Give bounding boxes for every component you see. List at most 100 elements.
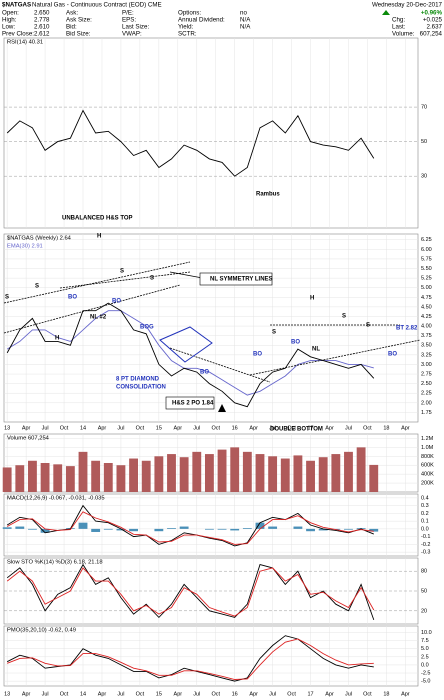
x-tick-label: 18 bbox=[383, 691, 389, 697]
y-tick-label: 200K bbox=[421, 481, 434, 487]
x-tick-label: 13 bbox=[4, 425, 10, 431]
y-tick-label: 1.0M bbox=[421, 445, 434, 451]
annotation: NL bbox=[312, 347, 320, 353]
x-tick-label: Oct bbox=[363, 425, 372, 431]
panel-frame bbox=[3, 233, 419, 423]
annotation: Rambus bbox=[256, 192, 280, 198]
x-tick-label: Apr bbox=[249, 691, 258, 697]
histogram-bar bbox=[129, 528, 138, 532]
x-tick-label: 16 bbox=[232, 691, 238, 697]
x-tick-label: Oct bbox=[60, 691, 69, 697]
x-tick-label: Apr bbox=[174, 691, 183, 697]
field-value: 2.650 bbox=[34, 10, 50, 17]
x-tick-label: 14 bbox=[80, 425, 86, 431]
volume-bar bbox=[217, 449, 227, 492]
annotation: BO bbox=[200, 370, 209, 376]
x-tick-label: 16 bbox=[232, 425, 238, 431]
volume-bar bbox=[293, 455, 303, 492]
volume-bar bbox=[268, 456, 278, 492]
volume-bar bbox=[255, 454, 265, 492]
annotation: S bbox=[120, 269, 124, 275]
volume-bar bbox=[204, 454, 214, 492]
x-tick-label: Oct bbox=[136, 425, 145, 431]
x-tick-label: Apr bbox=[401, 425, 410, 431]
panel-title: PMO(35,20,10) -0.62, 0.49 bbox=[7, 628, 76, 634]
y-tick-label: 5.50 bbox=[421, 266, 432, 272]
y-tick-label: 70 bbox=[421, 105, 427, 111]
histogram-bar bbox=[306, 528, 315, 532]
series-line bbox=[6, 567, 375, 617]
histogram-bar bbox=[116, 528, 126, 531]
field-label: EPS: bbox=[122, 17, 136, 24]
field-label: SCTR: bbox=[178, 31, 197, 38]
histogram-bar bbox=[268, 526, 278, 529]
volume-bar bbox=[91, 460, 101, 492]
annotation: BO bbox=[68, 295, 77, 301]
y-tick-label: 50 bbox=[421, 139, 427, 145]
annotation: S bbox=[272, 330, 276, 336]
annotation: BO bbox=[253, 352, 262, 358]
annotation: S bbox=[150, 276, 154, 282]
y-tick-label: 4.25 bbox=[421, 314, 432, 320]
diamond bbox=[159, 326, 213, 363]
y-tick-label: 400K bbox=[421, 472, 434, 478]
y-tick-label: 0.4 bbox=[421, 495, 429, 501]
trend-line bbox=[59, 271, 191, 289]
up-arrow bbox=[382, 10, 390, 15]
volume-bar bbox=[369, 464, 379, 492]
y-tick-label: 0.1 bbox=[421, 519, 429, 525]
up-arrow-mark bbox=[218, 404, 226, 412]
field-value: 2.637 bbox=[427, 24, 443, 31]
y-tick-label: 2.5 bbox=[421, 654, 429, 660]
trend-line bbox=[3, 284, 181, 334]
field-label: Chg: bbox=[392, 17, 405, 24]
volume-bar bbox=[230, 447, 240, 492]
annotation: 8 PT DIAMOND bbox=[116, 377, 160, 383]
volume-bar bbox=[306, 460, 315, 492]
field-label: Last: bbox=[392, 24, 406, 31]
x-tick-label: 15 bbox=[156, 425, 162, 431]
annotation: BT 2.82 bbox=[396, 326, 418, 332]
y-tick-label: 0.0 bbox=[421, 662, 429, 668]
x-tick-label: Oct bbox=[287, 691, 296, 697]
field-label: Last Size: bbox=[122, 24, 149, 31]
histogram-bar bbox=[78, 522, 88, 529]
change-pct: +0.96% bbox=[421, 10, 443, 17]
x-tick-label: Jul bbox=[117, 691, 124, 697]
y-tick-label: 5.25 bbox=[421, 276, 432, 282]
y-tick-label: 2.25 bbox=[421, 391, 432, 397]
volume-bar bbox=[65, 466, 75, 492]
x-tick-label: Jul bbox=[117, 425, 124, 431]
x-tick-label: Oct bbox=[363, 691, 372, 697]
date: Wednesday 20-Dec-2017 bbox=[372, 2, 443, 9]
volume-bar bbox=[78, 451, 88, 492]
field-label: High: bbox=[2, 17, 17, 24]
annotation: CONSOLIDATION bbox=[116, 385, 166, 391]
y-tick-label: 3.00 bbox=[421, 362, 432, 368]
panel-frame bbox=[3, 37, 419, 229]
trend-line bbox=[249, 339, 421, 376]
trend-line bbox=[3, 261, 191, 304]
y-tick-label: 3.25 bbox=[421, 352, 432, 358]
x-tick-label: Apr bbox=[98, 425, 107, 431]
volume-bar bbox=[318, 457, 328, 492]
y-tick-label: -5.0 bbox=[421, 679, 430, 685]
y-tick-label: 0.2 bbox=[421, 511, 429, 517]
annotation: BO bbox=[112, 299, 121, 305]
y-tick-label: 2.00 bbox=[421, 400, 432, 406]
field-label: Options: bbox=[178, 10, 201, 17]
series-line bbox=[6, 511, 374, 545]
y-tick-label: -0.2 bbox=[421, 542, 430, 548]
y-tick-label: -0.1 bbox=[421, 534, 430, 540]
y-tick-label: 20 bbox=[421, 608, 427, 614]
y-tick-label: 80 bbox=[421, 569, 427, 575]
field-label: Low: bbox=[2, 24, 15, 31]
field-label: Annual Dividend: bbox=[178, 17, 225, 24]
histogram-bar bbox=[204, 528, 214, 530]
series-line bbox=[6, 635, 374, 682]
instrument-name: Natural Gas - Continuous Contract (EOD) … bbox=[32, 2, 162, 9]
panel-title: RSI(14) 40.31 bbox=[7, 40, 43, 46]
field-label: Ask Size: bbox=[66, 17, 92, 24]
